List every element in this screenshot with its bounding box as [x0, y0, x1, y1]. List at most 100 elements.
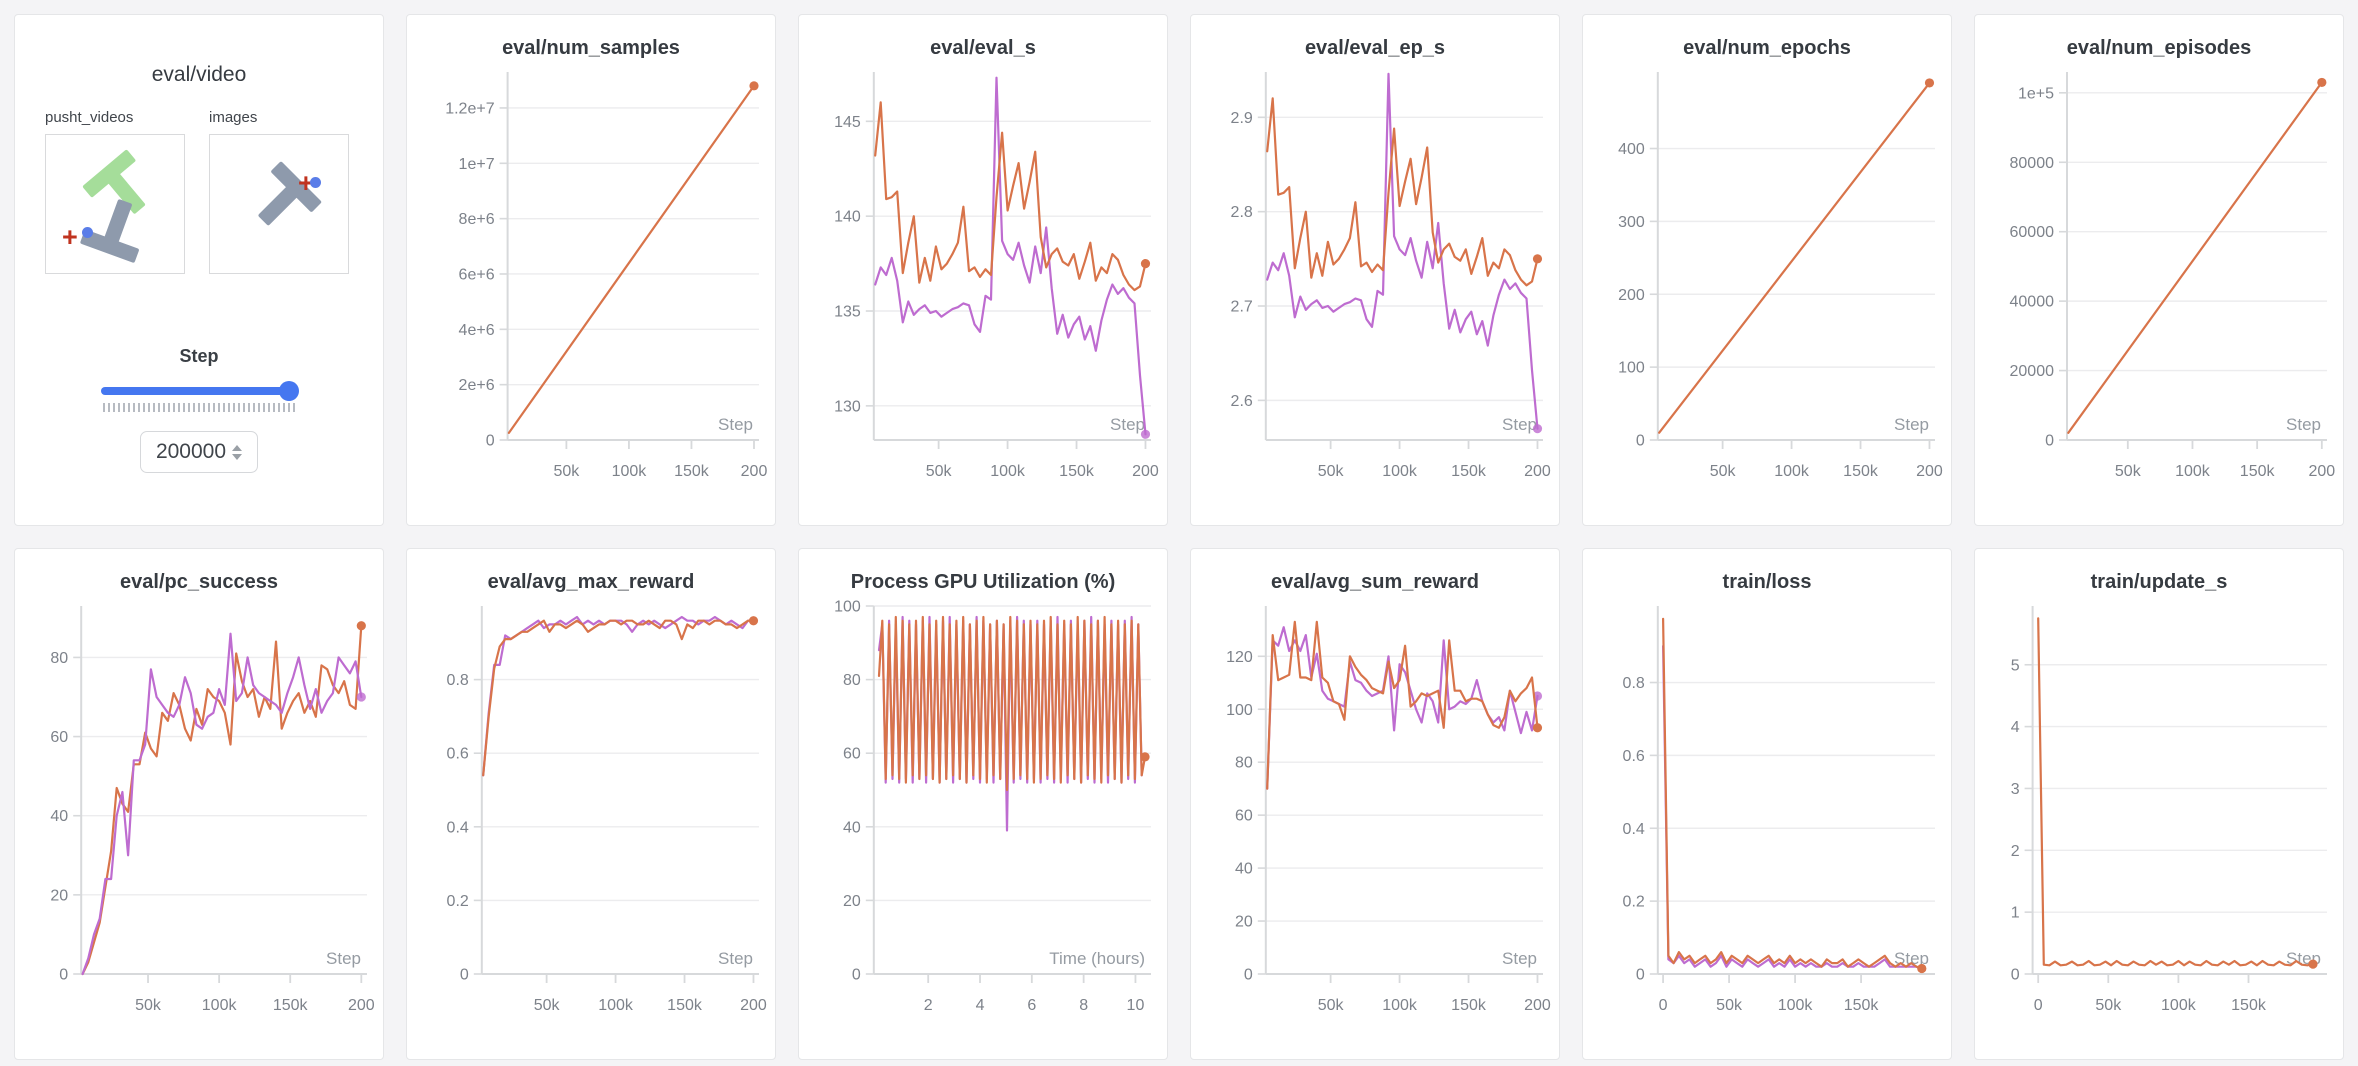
chart-avg_sum_reward[interactable]: 0 20 40 60 80 100 120 50k 100k 150k 200 Step: [1191, 596, 1559, 1036]
panel-num_episodes[interactable]: eval/num_episodes 0 20000 40000 60000 80000 1e…: [1974, 14, 2344, 526]
y-tick-label: 80000: [2010, 155, 2055, 172]
panel-eval_s[interactable]: eval/eval_s 130 135 140 145 50k 100k 150k 200 Ste…: [798, 14, 1168, 526]
images-thumbnail[interactable]: +: [209, 134, 349, 274]
y-tick-label: 20: [50, 887, 68, 904]
y-tick-label: 100: [1618, 360, 1645, 377]
series-end-dot-run-purple: [1532, 424, 1543, 434]
x-tick-label: 200: [348, 997, 375, 1014]
y-tick-label: 0.8: [447, 672, 469, 689]
y-tick-label: 40000: [2010, 294, 2055, 311]
y-tick-label: 60: [1235, 808, 1253, 825]
y-tick-label: 0: [486, 433, 495, 450]
x-axis-label: Step: [1502, 415, 1537, 434]
x-tick-label: 50k: [534, 997, 561, 1014]
y-tick-label: 145: [834, 114, 861, 131]
series-line-run-purple: [482, 615, 755, 777]
series-end-dot-run-purple: [356, 692, 366, 702]
chart-title: Process GPU Utilization (%): [850, 571, 1116, 593]
panel-pc_success[interactable]: eval/pc_success 0 20 40 60 80 50k 100k 150k 200 St…: [14, 548, 384, 1060]
chart-num_epochs[interactable]: 0 100 200 300 400 50k 100k 150k 200 Step: [1583, 62, 1951, 502]
step-decrement-button[interactable]: [232, 453, 243, 460]
chart-eval_s[interactable]: 130 135 140 145 50k 100k 150k 200 Step: [799, 62, 1167, 502]
x-tick-label: 150k: [1844, 997, 1880, 1014]
pusht-video-thumbnail[interactable]: +: [45, 134, 185, 274]
panel-num_samples[interactable]: eval/num_samples 0 2e+6 4e+6 6e+6 8e+6 1e+7 1.2…: [406, 14, 776, 526]
panel-num_epochs[interactable]: eval/num_epochs 0 100 200 300 400 50k 100k 150k 2…: [1582, 14, 1952, 526]
media-thumbnails: pusht_videos + images: [15, 109, 383, 274]
y-tick-label: 0.8: [1623, 675, 1645, 692]
x-tick-label: 50k: [2095, 997, 2122, 1014]
series-end-dot-run-orange: [1532, 254, 1543, 264]
step-increment-button[interactable]: [232, 444, 243, 451]
x-tick-label: 150k: [1843, 463, 1879, 480]
series-end-dot-run-orange: [2308, 959, 2318, 969]
y-tick-label: 400: [1618, 141, 1645, 158]
panel-train_loss[interactable]: train/loss 0 0.2 0.4 0.6 0.8 0 50k 100k 150k Step: [1582, 548, 1952, 1060]
x-tick-label: 50k: [553, 463, 580, 480]
step-input[interactable]: 200000: [140, 431, 258, 473]
target-cross-icon: +: [298, 168, 314, 198]
step-slider[interactable]: [101, 381, 299, 415]
x-tick-label: 100k: [202, 997, 238, 1014]
x-tick-label: 150k: [667, 997, 703, 1014]
x-tick-label: 100k: [990, 463, 1026, 480]
x-tick-label: 150k: [2240, 463, 2276, 480]
x-tick-label: 50k: [926, 463, 953, 480]
y-tick-label: 100: [1226, 702, 1253, 719]
panel-eval-video[interactable]: eval/video pusht_videos + images: [14, 14, 384, 526]
x-tick-label: 200: [1524, 463, 1551, 480]
chart-num_samples[interactable]: 0 2e+6 4e+6 6e+6 8e+6 1e+7 1.2e+7 50k 100k 150k 20…: [407, 62, 775, 502]
series-end-dot-run-orange: [2317, 77, 2327, 88]
x-tick-label: 200: [1132, 463, 1159, 480]
panel-gpu_util[interactable]: Process GPU Utilization (%) 0 20 40 60 80 100 2…: [798, 548, 1168, 1060]
y-tick-label: 130: [834, 398, 861, 415]
y-tick-label: 3: [2011, 781, 2020, 798]
chart-num_episodes[interactable]: 0 20000 40000 60000 80000 1e+5 50k 100k 150k 200 S…: [1975, 62, 2343, 502]
y-tick-label: 60: [50, 729, 68, 746]
y-tick-label: 0: [59, 967, 68, 984]
panel-eval_ep_s[interactable]: eval/eval_ep_s 2.6 2.7 2.8 2.9 50k 100k 150k 200…: [1190, 14, 1560, 526]
y-tick-label: 2.6: [1231, 393, 1253, 410]
y-tick-label: 5: [2011, 657, 2020, 674]
series-end-dot-run-orange: [1532, 723, 1543, 733]
y-tick-label: 100: [834, 599, 861, 616]
step-input-value[interactable]: 200000: [155, 440, 227, 463]
y-tick-label: 40: [50, 808, 68, 825]
y-tick-label: 0.6: [447, 746, 469, 763]
x-tick-label: 4: [976, 997, 985, 1014]
chart-pc_success[interactable]: 0 20 40 60 80 50k 100k 150k 200 Step: [15, 596, 383, 1036]
x-tick-label: 100k: [2175, 463, 2211, 480]
panel-train_update_s[interactable]: train/update_s 0 1 2 3 4 5 0 50k 100k 150k Step: [1974, 548, 2344, 1060]
y-tick-label: 300: [1618, 214, 1645, 231]
agent-dot-icon: [310, 177, 321, 188]
y-tick-label: 1e+5: [2018, 85, 2054, 102]
y-tick-label: 2e+6: [459, 377, 495, 394]
series-end-dot-run-purple: [1140, 429, 1151, 439]
chart-title: eval/avg_max_reward: [487, 571, 695, 593]
y-tick-label: 40: [1235, 861, 1253, 878]
chart-gpu_util[interactable]: 0 20 40 60 80 100 2 4 6 8 10 Time (hours): [799, 596, 1167, 1036]
panel-avg_sum_reward[interactable]: eval/avg_sum_reward 0 20 40 60 80 100 120 50k 100…: [1190, 548, 1560, 1060]
y-tick-label: 0.4: [1623, 821, 1645, 838]
pusht-videos-label: pusht_videos: [45, 109, 134, 126]
x-tick-label: 100k: [1382, 463, 1418, 480]
slider-handle[interactable]: [279, 381, 299, 401]
y-tick-label: 0: [460, 967, 469, 984]
x-tick-label: 150k: [1451, 463, 1487, 480]
chart-title: train/update_s: [2090, 571, 2228, 593]
panel-avg_max_reward[interactable]: eval/avg_max_reward 0 0.2 0.4 0.6 0.8 50k 100k 1…: [406, 548, 776, 1060]
y-tick-label: 2.9: [1231, 110, 1253, 127]
series-line-run-orange: [1661, 617, 1923, 970]
x-tick-label: 50k: [1318, 997, 1345, 1014]
chart-eval_ep_s[interactable]: 2.6 2.7 2.8 2.9 50k 100k 150k 200 Step: [1191, 62, 1559, 502]
series-line-run-orange: [874, 101, 1147, 292]
chart-avg_max_reward[interactable]: 0 0.2 0.4 0.6 0.8 50k 100k 150k 200 Step: [407, 596, 775, 1036]
x-tick-label: 150k: [1059, 463, 1095, 480]
y-tick-label: 2: [2011, 843, 2020, 860]
series-end-dot-run-orange: [1140, 258, 1151, 269]
slider-track[interactable]: [101, 381, 299, 401]
x-tick-label: 10: [1127, 997, 1145, 1014]
y-tick-label: 1: [2011, 905, 2020, 922]
